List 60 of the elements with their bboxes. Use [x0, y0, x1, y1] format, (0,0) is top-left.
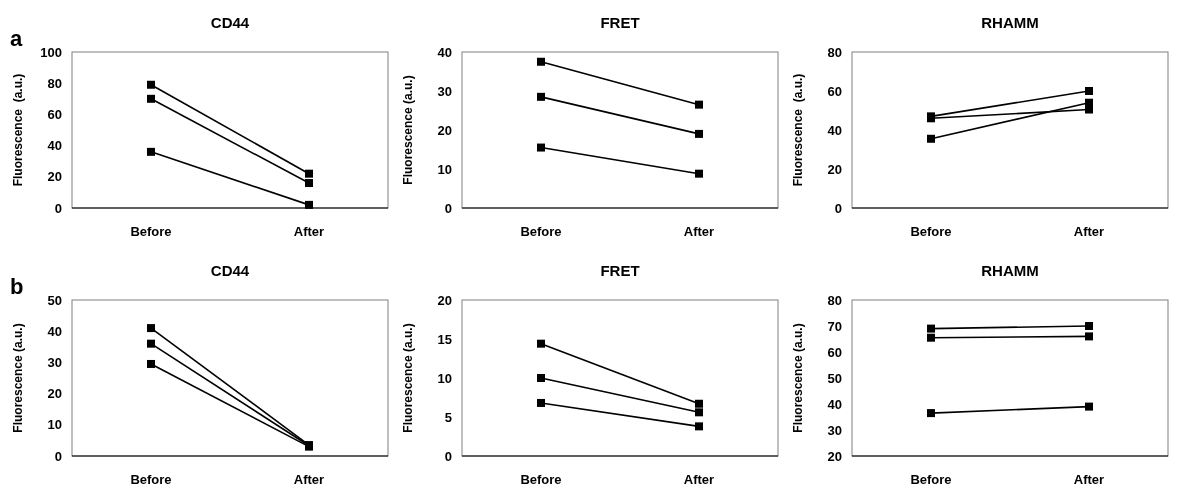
- chart-title: CD44: [210, 14, 250, 31]
- x-tick-label: After: [683, 224, 715, 239]
- chart-title: RHAMM: [981, 14, 1039, 31]
- chart-title: FRET: [600, 14, 640, 31]
- y-tick-label: 10: [437, 161, 452, 177]
- x-tick-label: Before: [910, 472, 952, 487]
- y-tick-label: 40: [47, 323, 62, 339]
- y-tick-label: 0: [54, 448, 62, 464]
- x-tick-label: Before: [520, 224, 562, 239]
- x-tick-label: Before: [130, 472, 172, 487]
- y-axis-title: Fluorescence (a.u.): [11, 323, 25, 433]
- text: b: [10, 274, 24, 299]
- y-tick-label: 40: [47, 138, 62, 154]
- x-tick-label: Before: [910, 224, 952, 239]
- y-tick-label: 20: [827, 161, 842, 177]
- y-tick-label: 20: [827, 448, 842, 464]
- y-axis-title: Fluorescence (a.u.): [791, 323, 805, 433]
- y-tick-label: 10: [437, 370, 452, 386]
- y-tick-label: 60: [47, 106, 62, 122]
- x-tick-label: After: [1073, 224, 1105, 239]
- y-tick-label: 10: [47, 417, 62, 433]
- y-tick-label: 20: [437, 292, 452, 308]
- y-tick-label: 0: [444, 200, 452, 216]
- chart-title: CD44: [210, 262, 250, 279]
- y-tick-label: 60: [827, 83, 842, 99]
- y-tick-label: 20: [47, 386, 62, 402]
- x-tick-label: Before: [130, 224, 172, 239]
- x-tick-label: After: [1073, 472, 1105, 487]
- y-tick-label: 60: [827, 344, 842, 360]
- y-tick-label: 100: [40, 44, 62, 60]
- y-tick-label: 5: [444, 409, 452, 425]
- y-tick-label: 80: [827, 292, 842, 308]
- y-tick-label: 20: [437, 122, 452, 138]
- x-tick-label: After: [683, 472, 715, 487]
- chart-title: FRET: [600, 262, 640, 279]
- y-tick-label: 40: [827, 122, 842, 138]
- y-tick-label: 30: [827, 422, 842, 438]
- x-tick-label: Before: [520, 472, 562, 487]
- x-tick-label: After: [293, 472, 325, 487]
- y-tick-label: 80: [47, 75, 62, 91]
- y-tick-label: 40: [827, 396, 842, 412]
- y-tick-label: 30: [47, 354, 62, 370]
- y-tick-label: 20: [47, 169, 62, 185]
- y-tick-label: 15: [437, 331, 452, 347]
- x-tick-label: After: [293, 224, 325, 239]
- y-tick-label: 70: [827, 318, 842, 334]
- y-tick-label: 50: [47, 292, 62, 308]
- y-tick-label: 50: [827, 370, 842, 386]
- y-axis-title: Fluorescence (a.u.): [791, 73, 805, 187]
- y-axis-title: Fluorescence (a.u.): [401, 323, 415, 433]
- y-tick-label: 80: [827, 44, 842, 60]
- y-tick-label: 0: [834, 200, 842, 216]
- y-axis-title: Fluorescence (a.u.): [401, 75, 415, 185]
- y-tick-label: 0: [444, 448, 452, 464]
- y-tick-label: 40: [437, 44, 452, 60]
- y-tick-label: 30: [437, 83, 452, 99]
- chart-title: RHAMM: [981, 262, 1039, 279]
- y-tick-label: 0: [54, 200, 62, 216]
- y-axis-title: Fluorescence (a.u.): [11, 73, 25, 187]
- text: a: [10, 26, 23, 51]
